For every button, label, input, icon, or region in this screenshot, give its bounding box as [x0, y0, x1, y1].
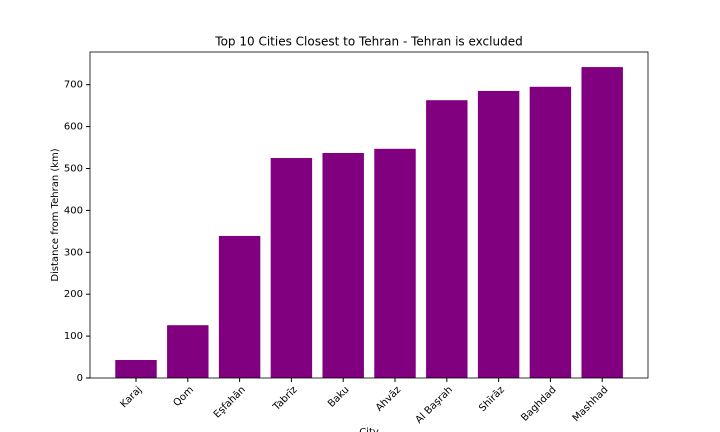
bar	[270, 158, 313, 378]
bar	[167, 325, 209, 378]
x-tick-label: Mashhad	[571, 384, 611, 424]
y-axis-label: Distance from Tehran (km)	[50, 148, 61, 281]
x-axis-label: City	[359, 427, 379, 432]
bar	[322, 152, 364, 378]
x-tick-label: Baku	[326, 384, 351, 409]
x-tick-label: Karaj	[118, 384, 144, 410]
x-tick-label: Shīrāz	[477, 384, 507, 414]
bar	[581, 67, 623, 378]
x-tick-label: Ahvāz	[374, 384, 403, 413]
plot-frame	[89, 51, 649, 379]
bar	[218, 235, 261, 378]
x-tick-label: Al Başrah	[414, 384, 455, 425]
x-tick-label: Baghdad	[519, 384, 558, 423]
chart-title: Top 10 Cities Closest to Tehran - Tehran…	[214, 35, 522, 49]
y-tick-label: 200	[64, 289, 83, 300]
x-tick-label: Eşfahān	[212, 384, 248, 420]
bar	[374, 148, 416, 378]
y-tick-label: 0	[77, 373, 83, 384]
y-tick-label: 300	[64, 247, 83, 258]
y-tick-label: 600	[64, 122, 83, 133]
x-tick-label: Tabrīz	[271, 384, 300, 413]
y-tick-label: 700	[64, 80, 83, 91]
x-tick-label: Qom	[171, 384, 196, 409]
y-tick-label: 100	[64, 331, 83, 342]
bar	[529, 86, 572, 378]
y-tick-label: 500	[64, 163, 83, 174]
bar	[477, 90, 520, 379]
bar	[426, 100, 468, 379]
bar	[115, 359, 157, 378]
y-tick-label: 400	[64, 205, 83, 216]
